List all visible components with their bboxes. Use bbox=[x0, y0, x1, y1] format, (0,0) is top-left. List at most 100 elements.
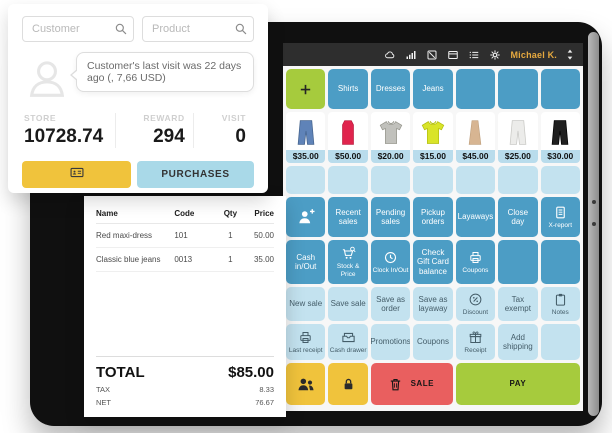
tile-blank[interactable] bbox=[413, 166, 453, 194]
tile-blank[interactable] bbox=[498, 240, 538, 284]
person-plus-icon bbox=[296, 207, 316, 227]
tile-label: Add shipping bbox=[502, 332, 533, 351]
jeans-blue-image bbox=[286, 112, 325, 150]
tile-label: Tax exempt bbox=[504, 294, 531, 313]
tile-blank[interactable] bbox=[498, 69, 538, 109]
product-tile-tshirt-yellow[interactable]: $15.00 bbox=[413, 112, 453, 163]
tile-blank[interactable] bbox=[455, 69, 496, 109]
tile-dresses[interactable]: Dresses bbox=[370, 69, 411, 109]
polo-gray-image bbox=[371, 112, 410, 150]
product-search-input[interactable] bbox=[142, 16, 254, 42]
tile-notes[interactable]: Notes bbox=[540, 287, 580, 321]
tile-label: PAY bbox=[509, 379, 527, 389]
tile-promotions[interactable]: Promotions bbox=[370, 324, 411, 360]
tile-pending-sales[interactable]: Pending sales bbox=[370, 197, 411, 237]
list-icon[interactable] bbox=[468, 49, 480, 61]
tile-cash-in-out[interactable]: Cash in/Out bbox=[286, 240, 326, 284]
tile-plus[interactable] bbox=[286, 69, 326, 109]
tile-blank[interactable] bbox=[498, 166, 538, 194]
tile-label: New sale bbox=[289, 299, 323, 309]
last-visit-tooltip: Customer's last visit was 22 days ago (,… bbox=[70, 52, 254, 92]
tile-blank[interactable] bbox=[328, 166, 368, 194]
receipt-table: Name Code Qty Price Red maxi-dress 101 1 50… bbox=[96, 204, 274, 272]
printer-icon bbox=[298, 330, 313, 345]
tile-shirts[interactable]: Shirts bbox=[328, 69, 368, 109]
tile-blank[interactable] bbox=[286, 166, 326, 194]
total-value: $85.00 bbox=[228, 364, 274, 381]
tax-value: 8.33 bbox=[259, 385, 274, 394]
tile-new-sale[interactable]: New sale bbox=[286, 287, 326, 321]
purchases-button[interactable]: PURCHASES bbox=[137, 161, 254, 188]
col-price: Price bbox=[241, 204, 274, 224]
tile-recent-sales[interactable]: Recent sales bbox=[328, 197, 368, 237]
tile-label: Clock In/Out bbox=[372, 266, 409, 274]
tile-blank[interactable] bbox=[455, 166, 496, 194]
tile-coupons[interactable]: Coupons bbox=[455, 240, 496, 284]
search-icon[interactable] bbox=[114, 22, 128, 36]
tile-pay[interactable]: PAY bbox=[455, 363, 580, 405]
tile-discount[interactable]: Discount bbox=[455, 287, 496, 321]
receipt-cell: Classic blue jeans bbox=[96, 247, 175, 272]
tile-receipt[interactable]: Receipt bbox=[455, 324, 496, 360]
tile-save-as-order[interactable]: Save as order bbox=[370, 287, 411, 321]
tile-tax-exempt[interactable]: Tax exempt bbox=[498, 287, 538, 321]
tile-label: Notes bbox=[551, 308, 569, 316]
receipt-panel: Name Code Qty Price Red maxi-dress 101 1 50… bbox=[84, 196, 286, 417]
receipt-totals: TOTAL $85.00 TAX 8.33 NET 76.67 bbox=[96, 356, 274, 407]
tile-people[interactable] bbox=[286, 363, 326, 405]
gear-icon[interactable] bbox=[489, 49, 501, 61]
tile-lock[interactable] bbox=[328, 363, 368, 405]
tile-jeans[interactable]: Jeans bbox=[413, 69, 453, 109]
current-user[interactable]: Michael K. bbox=[510, 49, 557, 60]
tile-sale[interactable]: SALE bbox=[370, 363, 453, 405]
tile-add-shipping[interactable]: Add shipping bbox=[498, 324, 538, 360]
receipt-cell: 1 bbox=[218, 247, 242, 272]
tile-blank[interactable] bbox=[540, 69, 580, 109]
tile-label: Save as layaway bbox=[418, 294, 448, 313]
tile-person-plus[interactable] bbox=[286, 197, 326, 237]
tile-blank[interactable] bbox=[540, 324, 580, 360]
stat-store: STORE 10728.74 bbox=[24, 113, 104, 147]
table-row: Classic blue jeans 0013 1 35.00 bbox=[96, 247, 274, 272]
display-icon[interactable] bbox=[426, 49, 438, 61]
product-tile-skirt-beige[interactable]: $45.00 bbox=[455, 112, 496, 163]
tile-layaways[interactable]: Layaways bbox=[455, 197, 496, 237]
tile-coupons[interactable]: Coupons bbox=[413, 324, 453, 360]
tile-x-report[interactable]: X-report bbox=[540, 197, 580, 237]
skirt-beige-image bbox=[456, 112, 495, 150]
tile-label: Dresses bbox=[375, 84, 406, 94]
tile-save-as-layaway[interactable]: Save as layaway bbox=[413, 287, 453, 321]
customer-search-input[interactable] bbox=[22, 16, 134, 42]
customer-avatar-icon bbox=[24, 56, 70, 102]
tile-label: Discount bbox=[462, 308, 489, 316]
tile-label: Pending sales bbox=[375, 207, 406, 226]
product-tile-polo-gray[interactable]: $20.00 bbox=[370, 112, 411, 163]
product-tile-pants-black[interactable]: $30.00 bbox=[540, 112, 580, 163]
tile-label: Last receipt bbox=[288, 346, 323, 354]
dock-icon[interactable] bbox=[447, 49, 459, 61]
cash-drawer-icon bbox=[341, 330, 356, 345]
tile-last-receipt[interactable]: Last receipt bbox=[286, 324, 326, 360]
tile-clock-in-out[interactable]: Clock In/Out bbox=[370, 240, 411, 284]
document-icon bbox=[553, 205, 568, 220]
tile-check-gift-card-balance[interactable]: Check Gift Card balance bbox=[413, 240, 453, 284]
product-price: $30.00 bbox=[540, 150, 580, 163]
product-tile-pants-white[interactable]: $25.00 bbox=[498, 112, 538, 163]
product-tile-dress-red[interactable]: $50.00 bbox=[328, 112, 368, 163]
tile-pickup-orders[interactable]: Pickup orders bbox=[413, 197, 453, 237]
search-icon[interactable] bbox=[234, 22, 248, 36]
tile-close-day[interactable]: Close day bbox=[498, 197, 538, 237]
product-price: $20.00 bbox=[370, 150, 411, 163]
tile-cash-drawer[interactable]: Cash drawer bbox=[328, 324, 368, 360]
customer-card-button[interactable] bbox=[22, 161, 132, 188]
tablet-device: Michael K. Shirts Dresses Jeans $35.00 $50.0… bbox=[30, 22, 602, 426]
tile-save-sale[interactable]: Save sale bbox=[328, 287, 368, 321]
tile-blank[interactable] bbox=[540, 166, 580, 194]
product-tile-jeans-blue[interactable]: $35.00 bbox=[286, 112, 326, 163]
receipt-cell: 0013 bbox=[174, 247, 219, 272]
tile-blank[interactable] bbox=[540, 240, 580, 284]
user-dropdown-caret-icon[interactable] bbox=[566, 49, 574, 60]
tile-blank[interactable] bbox=[370, 166, 411, 194]
tile-stock-price[interactable]: Stock & Price bbox=[328, 240, 368, 284]
